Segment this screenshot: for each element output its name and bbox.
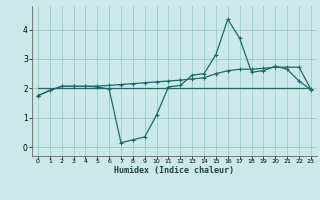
X-axis label: Humidex (Indice chaleur): Humidex (Indice chaleur) [115,166,234,175]
